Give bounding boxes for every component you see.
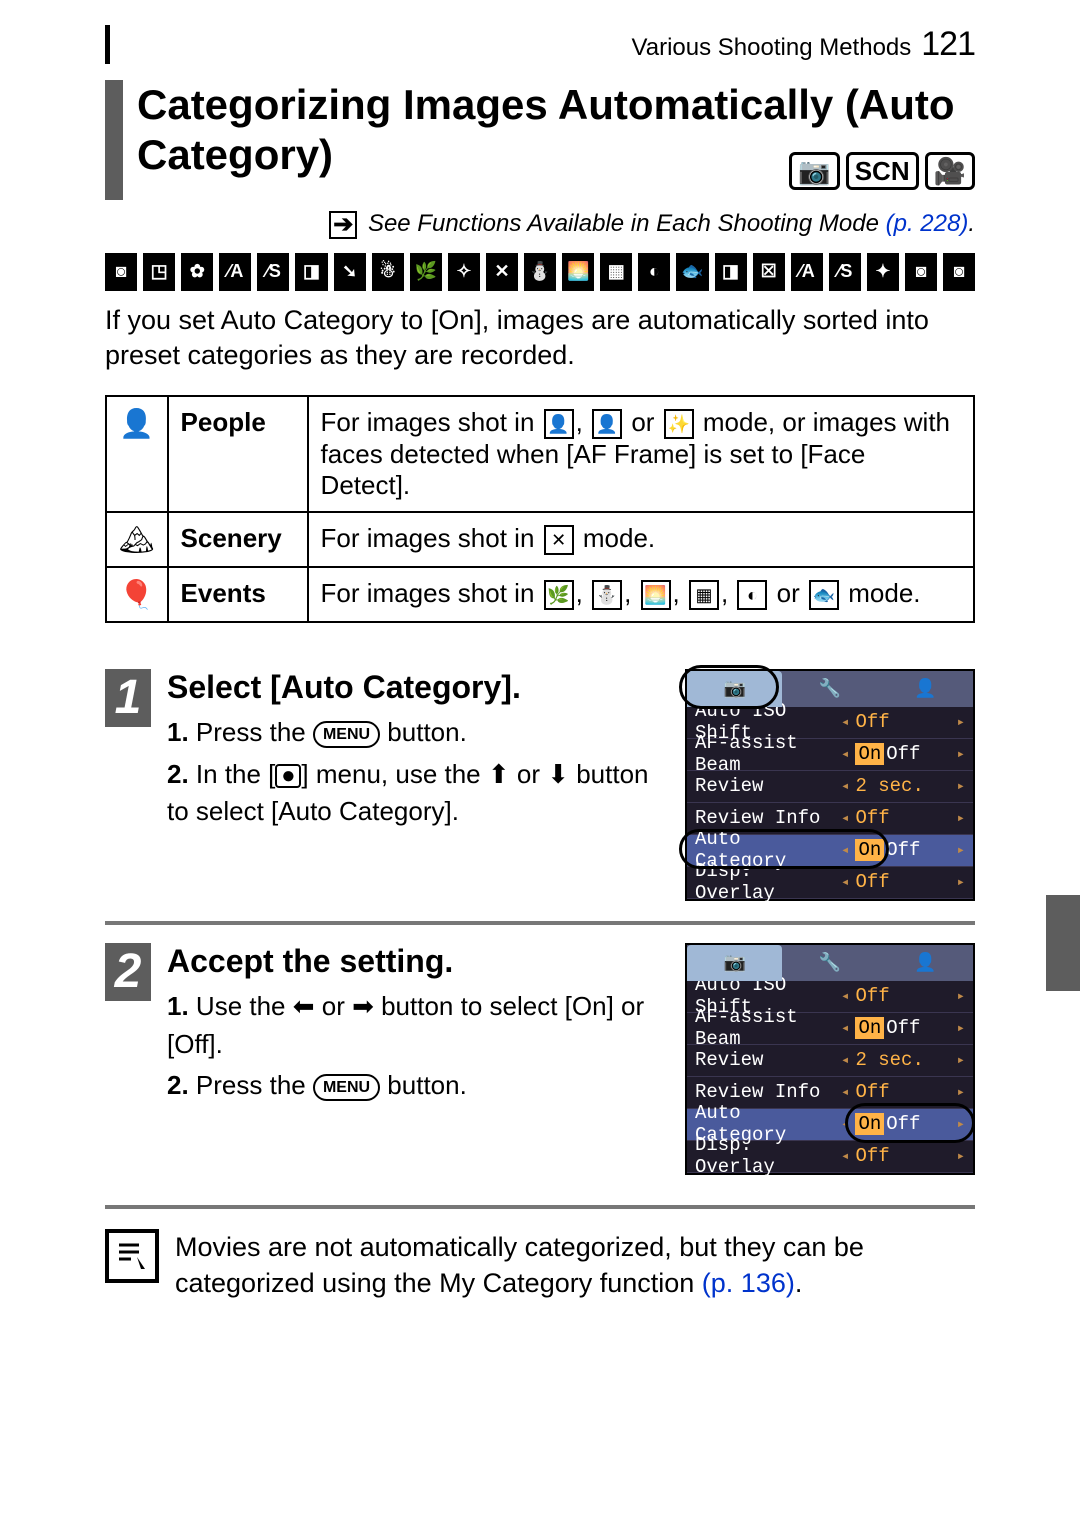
step-body: Select [Auto Category]. 1. Press the MENU… [167, 669, 669, 901]
camera-menu-row: Review◂2 sec.▸ [687, 771, 973, 803]
camera-tab-icon: 📷 [687, 945, 782, 981]
menu-button-icon: MENU [313, 1074, 380, 1101]
footnote-page-ref[interactable]: (p. 136) [702, 1268, 795, 1298]
step-text: 1. Use the ⬅ or ➡ button to select [On] … [167, 988, 669, 1105]
mode-chip-icon: ◙ [943, 253, 975, 291]
camera-screen: 📷🔧👤Auto ISO Shift◂Off▸AF-assist Beam◂OnO… [685, 943, 975, 1175]
mode-glyph-icon: 👤 [592, 409, 622, 439]
side-thumb-tab [1046, 895, 1080, 991]
mode-chip-icon: ☃ [372, 253, 404, 291]
mode-glyph-icon: ✕ [544, 525, 574, 555]
mode-glyph-icon: 🐟 [809, 580, 839, 610]
mode-glyph-icon: 👤 [544, 409, 574, 439]
step-title: Select [Auto Category]. [167, 669, 669, 706]
mode-chip-icon: ◐ [638, 253, 670, 291]
shooting-mode-strip: ◙◳✿⁄A⁄S◨➘☃🌿✧✕⛄🌅▦◐🐟◨☒⁄A⁄S✦◙◙ [105, 253, 975, 291]
page-header: Various Shooting Methods 121 [105, 25, 975, 64]
scn-mode-icon: SCN [846, 152, 919, 190]
camera-menu-row: Disp. Overlay◂Off▸ [687, 1141, 973, 1173]
movie-mode-icon: 🎥 [925, 152, 975, 190]
mode-chip-icon: ◨ [295, 253, 327, 291]
mode-chip-icon: ✦ [867, 253, 899, 291]
step-number: 1 [105, 669, 151, 727]
mode-glyph-icon: ⛄ [592, 580, 622, 610]
category-label: Events [168, 567, 308, 622]
category-label: Scenery [168, 512, 308, 567]
mode-chip-icon: ☒ [753, 253, 785, 291]
category-icon: 🎈 [106, 567, 168, 622]
step-number: 2 [105, 943, 151, 1001]
mode-chip-icon: ✧ [448, 253, 480, 291]
mode-chip-icon: 🌅 [562, 253, 594, 291]
section-name: Various Shooting Methods [632, 34, 912, 62]
mode-chip-icon: ⛄ [524, 253, 556, 291]
mode-glyph-icon: 🌅 [641, 580, 671, 610]
camera-tab-icon: 🔧 [782, 945, 877, 981]
mode-chip-icon: ◙ [105, 253, 137, 291]
camera-menu-row: Review◂2 sec.▸ [687, 1045, 973, 1077]
mode-glyph-icon: ▦ [689, 580, 719, 610]
table-row: 👤PeopleFor images shot in 👤, 👤 or ✨ mode… [106, 396, 974, 512]
arrow-icon: ➔ [329, 211, 357, 239]
table-row: 🎈EventsFor images shot in 🌿, ⛄, 🌅, ▦, ◐ … [106, 567, 974, 622]
category-desc: For images shot in 👤, 👤 or ✨ mode, or im… [308, 396, 974, 512]
mode-chip-icon: ✕ [486, 253, 518, 291]
see-functions-page-ref[interactable]: (p. 228) [886, 210, 969, 237]
camera-tabs: 📷🔧👤 [687, 671, 973, 707]
footnote: Movies are not automatically categorized… [105, 1205, 975, 1302]
mode-chip-icon: ➘ [334, 253, 366, 291]
instruction-step: 2 Accept the setting. 1. Use the ⬅ or ➡ bu… [105, 925, 975, 1195]
step-title: Accept the setting. [167, 943, 669, 980]
mode-chip-icon: ◳ [143, 253, 175, 291]
mode-chip-icon: 🐟 [676, 253, 708, 291]
mode-badges: 📷 SCN 🎥 [789, 152, 975, 190]
mode-chip-icon: ⁄A [219, 253, 251, 291]
step-text: 1. Press the MENU button.2. In the [●] m… [167, 714, 669, 831]
camera-menu-row: Disp. Overlay◂Off▸ [687, 867, 973, 899]
instruction-step: 1 Select [Auto Category]. 1. Press the MEN… [105, 651, 975, 925]
category-table: 👤PeopleFor images shot in 👤, 👤 or ✨ mode… [105, 395, 975, 623]
menu-button-icon: MENU [313, 721, 380, 748]
step-body: Accept the setting. 1. Use the ⬅ or ➡ but… [167, 943, 669, 1175]
intro-text: If you set Auto Category to [On], images… [105, 303, 975, 373]
footnote-text: Movies are not automatically categorized… [175, 1229, 975, 1302]
category-icon: 🏔 [106, 512, 168, 567]
title-block: Categorizing Images Automatically (Auto … [105, 80, 975, 200]
camera-tab-icon: 📷 [687, 671, 782, 707]
page-number: 121 [921, 25, 975, 64]
camera-tab-icon: 🔧 [782, 671, 877, 707]
camera-mode-icon: 📷 [789, 152, 839, 190]
mode-chip-icon: ▦ [600, 253, 632, 291]
mode-glyph-icon: ◐ [737, 580, 767, 610]
category-desc: For images shot in ✕ mode. [308, 512, 974, 567]
mode-chip-icon: ⁄S [829, 253, 861, 291]
mode-chip-icon: ⁄A [791, 253, 823, 291]
camera-tabs: 📷🔧👤 [687, 945, 973, 981]
category-icon: 👤 [106, 396, 168, 512]
camera-menu-row: AF-assist Beam◂OnOff▸ [687, 739, 973, 771]
mode-chip-icon: ✿ [181, 253, 213, 291]
camera-tab-icon: 👤 [878, 671, 973, 707]
see-functions-note: ➔ See Functions Available in Each Shooti… [105, 210, 975, 239]
table-row: 🏔SceneryFor images shot in ✕ mode. [106, 512, 974, 567]
mode-chip-icon: ⁄S [257, 253, 289, 291]
note-icon [105, 1229, 159, 1283]
rec-mode-icon: ● [275, 764, 301, 788]
mode-chip-icon: ◙ [905, 253, 937, 291]
see-functions-text: See Functions Available in Each Shooting… [368, 210, 886, 237]
title-accent-bar [105, 80, 123, 200]
category-label: People [168, 396, 308, 512]
mode-glyph-icon: 🌿 [544, 580, 574, 610]
mode-chip-icon: 🌿 [410, 253, 442, 291]
camera-screen: 📷🔧👤Auto ISO Shift◂Off▸AF-assist Beam◂OnO… [685, 669, 975, 901]
camera-tab-icon: 👤 [878, 945, 973, 981]
category-desc: For images shot in 🌿, ⛄, 🌅, ▦, ◐ or 🐟 mo… [308, 567, 974, 622]
mode-glyph-icon: ✨ [664, 409, 694, 439]
mode-chip-icon: ◨ [715, 253, 747, 291]
camera-menu-row: AF-assist Beam◂OnOff▸ [687, 1013, 973, 1045]
